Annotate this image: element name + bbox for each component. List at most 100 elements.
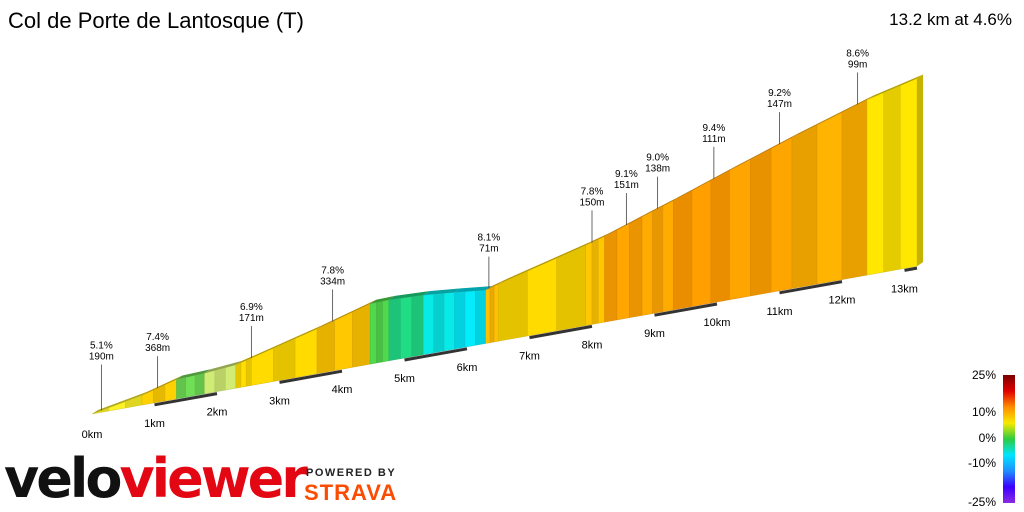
profile-segment bbox=[423, 294, 434, 355]
profile-segment bbox=[454, 291, 466, 350]
profile-end-face bbox=[917, 74, 923, 267]
annotation-length: 138m bbox=[645, 164, 670, 175]
profile-segment bbox=[604, 229, 618, 323]
profile-segment bbox=[729, 159, 751, 300]
profile-segment bbox=[443, 292, 455, 352]
x-tick-label: 3km bbox=[269, 395, 290, 407]
profile-segment bbox=[369, 302, 377, 365]
profile-segment bbox=[662, 200, 674, 312]
x-tick-label: 6km bbox=[457, 362, 478, 374]
profile-segment bbox=[489, 285, 495, 343]
profile-segment bbox=[411, 294, 424, 357]
profile-top-face bbox=[498, 241, 592, 285]
profile-segment bbox=[464, 290, 476, 348]
profile-segment bbox=[556, 244, 586, 331]
x-tick-label: 10km bbox=[704, 317, 731, 329]
annotation-gradient: 9.2% bbox=[768, 88, 791, 99]
annotation-length: 171m bbox=[239, 313, 264, 324]
profile-segment bbox=[214, 367, 226, 393]
x-tick-label: 4km bbox=[332, 384, 353, 396]
profile-top-face bbox=[454, 286, 492, 293]
logo-text-viewer: viewer bbox=[119, 447, 307, 510]
profile-segment bbox=[382, 299, 390, 363]
annotation-length: 368m bbox=[145, 343, 170, 354]
annotation-gradient: 8.1% bbox=[477, 233, 500, 244]
x-tick-label: 1km bbox=[144, 418, 165, 430]
x-tick-label: 0km bbox=[82, 429, 103, 441]
profile-segment bbox=[485, 287, 491, 344]
x-tick-label: 5km bbox=[394, 373, 415, 385]
profile-segment bbox=[750, 148, 772, 297]
profile-segment bbox=[527, 257, 557, 337]
x-tick-label: 7km bbox=[519, 351, 540, 363]
annotation-length: 99m bbox=[848, 59, 867, 70]
profile-segment bbox=[585, 242, 593, 326]
profile-segment bbox=[352, 303, 371, 368]
annotation-length: 190m bbox=[89, 352, 114, 363]
km-block bbox=[904, 266, 918, 272]
climb-summary: 13.2 km at 4.6% bbox=[889, 10, 1012, 29]
annotation-gradient: 7.8% bbox=[321, 265, 344, 276]
profile-segment bbox=[691, 180, 711, 307]
annotation-gradient: 9.4% bbox=[702, 123, 725, 134]
profile-segment bbox=[433, 293, 445, 354]
climb-title: Col de Porte de Lantosque (T) bbox=[8, 8, 304, 33]
profile-top-face bbox=[867, 74, 923, 100]
profile-top-face bbox=[92, 391, 148, 414]
scale-label-10: 10% bbox=[971, 405, 996, 419]
x-tick-label: 11km bbox=[766, 306, 792, 318]
annotation-gradient: 7.8% bbox=[581, 186, 604, 197]
profile-segment bbox=[316, 320, 335, 374]
x-tick-label: 13km bbox=[891, 283, 918, 295]
profile-segment bbox=[334, 311, 353, 371]
km-block bbox=[529, 324, 593, 340]
logo-text-velo: velo bbox=[4, 447, 122, 510]
profile-top-face bbox=[251, 324, 323, 359]
annotation-gradient: 6.9% bbox=[240, 302, 263, 313]
profile-segment bbox=[388, 298, 401, 362]
annotation-length: 147m bbox=[767, 99, 792, 110]
gradient-color-scale bbox=[1003, 375, 1015, 503]
profile-segment bbox=[883, 85, 901, 273]
km-block bbox=[654, 302, 718, 317]
profile-segment bbox=[900, 78, 918, 270]
profile-segment bbox=[225, 364, 236, 391]
profile-segment bbox=[376, 300, 383, 364]
profile-segment bbox=[652, 205, 664, 314]
annotation-length: 71m bbox=[479, 244, 498, 255]
profile-top-face bbox=[423, 288, 461, 296]
strava-logo: STRAVA bbox=[304, 480, 398, 505]
annotation-length: 334m bbox=[320, 276, 345, 287]
profile-segment bbox=[791, 124, 818, 289]
profile-segment bbox=[641, 211, 653, 316]
profile-top-face bbox=[729, 133, 798, 171]
x-tick-label: 8km bbox=[582, 339, 603, 351]
profile-segment bbox=[710, 170, 730, 304]
profile-segment bbox=[673, 190, 693, 311]
profile-top-face bbox=[235, 354, 258, 365]
profile-segment bbox=[493, 283, 499, 343]
scale-label-min: -25% bbox=[967, 495, 996, 509]
profile-segment bbox=[194, 373, 205, 396]
annotation-gradient: 5.1% bbox=[90, 341, 113, 352]
profile-segment bbox=[204, 370, 216, 395]
km-block bbox=[154, 392, 218, 407]
profile-segment bbox=[245, 357, 252, 387]
km-block bbox=[404, 347, 468, 362]
annotation-gradient: 8.6% bbox=[846, 48, 869, 59]
profile-segment bbox=[240, 360, 247, 388]
profile-top-face bbox=[642, 196, 680, 217]
profile-segment bbox=[616, 223, 630, 321]
profile-top-face bbox=[176, 369, 211, 380]
profile-segment bbox=[598, 236, 605, 324]
annotation-gradient: 9.1% bbox=[615, 169, 638, 180]
profile-segment bbox=[251, 348, 274, 386]
profile-segment bbox=[400, 296, 412, 359]
km-block bbox=[779, 280, 843, 295]
x-tick-label: 12km bbox=[829, 295, 856, 307]
profile-top-face bbox=[317, 299, 377, 329]
profile-top-face bbox=[142, 375, 183, 396]
profile-top-face bbox=[673, 166, 736, 201]
scale-label-0: 0% bbox=[978, 431, 996, 445]
profile-segment bbox=[185, 375, 196, 398]
